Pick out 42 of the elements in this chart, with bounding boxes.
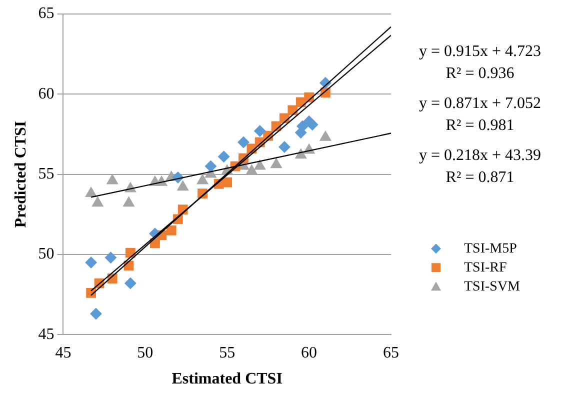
text: y = 0.218x + 43.39 (418, 147, 542, 164)
y-tick-label: 55 (38, 166, 54, 183)
point (196, 174, 209, 184)
legend-label: TSI-SVM (464, 279, 521, 294)
x-tick-label: 60 (301, 344, 318, 362)
text: R² = 0.981 (446, 117, 514, 134)
y-tick-label: 50 (38, 246, 54, 263)
text: y = 0.871x + 7.052 (418, 95, 542, 112)
point (246, 164, 258, 175)
point (270, 158, 282, 168)
x-tick-label: 55 (219, 344, 236, 362)
point (218, 150, 230, 163)
point (319, 130, 332, 141)
point (124, 277, 136, 290)
legend-label: TSI-M5P (464, 241, 518, 256)
text: y = 0.915x + 4.723 (418, 43, 542, 60)
point (254, 125, 266, 138)
y-tick-label: 45 (38, 326, 54, 343)
y-axis-title: Predicted CTSI (12, 120, 30, 228)
point (176, 180, 189, 191)
x-tick-label: 45 (55, 344, 72, 362)
point (278, 141, 290, 154)
point (237, 136, 250, 148)
x-axis-title: Estimated CTSI (172, 370, 282, 388)
point (106, 174, 118, 184)
point (254, 159, 266, 170)
text: R² = 0.871 (446, 169, 514, 186)
text: R² = 0.936 (446, 65, 514, 82)
point (222, 177, 232, 188)
point (104, 252, 117, 264)
point (204, 160, 217, 172)
point (85, 256, 98, 268)
point (166, 225, 176, 236)
point (90, 308, 102, 320)
legend-label: TSI-RF (464, 260, 507, 276)
point (92, 196, 104, 207)
x-tick-label: 50 (137, 344, 154, 362)
point (122, 196, 135, 207)
point (85, 186, 98, 198)
x-tick-label: 65 (383, 344, 399, 362)
y-tick-label: 60 (38, 85, 54, 102)
y-tick-label: 65 (38, 5, 54, 22)
